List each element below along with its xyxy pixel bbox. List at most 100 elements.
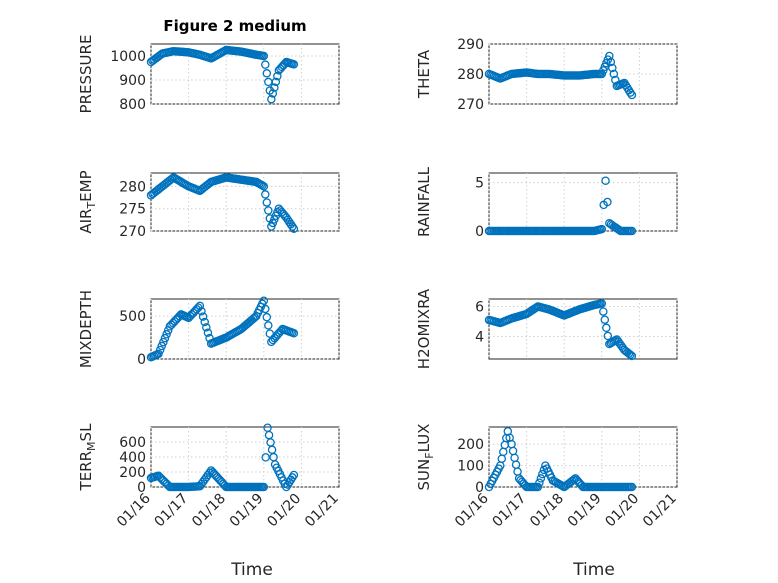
data-point	[203, 328, 213, 338]
data-point	[261, 304, 270, 314]
data-point	[599, 307, 608, 316]
data-point	[602, 323, 611, 333]
data-point	[288, 222, 297, 231]
y-tick-label: 5	[475, 176, 484, 192]
x-tick-label: 01/21	[640, 491, 680, 531]
x-tick-label: 01/17	[490, 491, 530, 531]
y-tick-label: 600	[119, 435, 146, 451]
data-point	[262, 312, 272, 322]
y-tick-label: 280	[457, 67, 484, 83]
data-point	[627, 351, 637, 361]
data-point	[157, 341, 166, 351]
data-point	[597, 299, 607, 308]
data-point	[271, 77, 281, 87]
data-point	[606, 57, 616, 67]
data-point	[597, 224, 607, 234]
y-tick-label: 500	[119, 309, 146, 325]
data-point	[603, 197, 612, 207]
data-point	[259, 482, 269, 492]
data-point	[167, 174, 177, 183]
data-point	[268, 89, 278, 98]
y-axis-label: PRESSURE	[77, 35, 95, 114]
y-tick-label: 275	[119, 202, 146, 218]
data-point	[162, 330, 171, 339]
data-point	[264, 206, 273, 215]
data-point	[195, 301, 205, 311]
data-point	[289, 60, 299, 69]
data-point	[270, 83, 279, 92]
axes-box	[488, 172, 678, 232]
data-point	[273, 71, 282, 81]
y-tick-label: 270	[457, 97, 484, 113]
data-point	[160, 333, 170, 343]
data-point	[289, 470, 299, 480]
y-tick-label: 4	[475, 330, 484, 346]
data-point	[259, 51, 269, 61]
x-tick-label: 01/18	[527, 491, 567, 531]
x-tick-label: 01/19	[227, 491, 267, 531]
data-point	[601, 176, 610, 185]
x-tick-label: 01/20	[264, 491, 304, 531]
data-point	[267, 94, 276, 104]
subplot-7: 0200400600TERRMSL01/1601/1701/1801/1901/…	[77, 423, 342, 530]
y-tick-label: 200	[119, 465, 146, 481]
x-tick-label: 01/17	[152, 491, 192, 531]
y-tick-label: 0	[137, 352, 146, 368]
subplot-2: 270 280 290 THETA	[415, 37, 678, 113]
y-tick-label: 280	[119, 179, 146, 195]
y-tick-label: 800	[119, 97, 146, 113]
subplot-1: 800 900 1000 PRESSURE Figure 2 medium	[77, 17, 340, 114]
subplot-6: 4 6 H2OMIXRA	[415, 288, 678, 369]
x-axis-label-left: Time	[230, 560, 273, 580]
y-tick-label: 0	[475, 224, 484, 240]
data-point	[626, 350, 635, 360]
data-point	[536, 474, 546, 483]
data-point	[159, 337, 168, 347]
subplot-4: 0 5 RAINFALL	[415, 166, 678, 240]
data-point	[289, 224, 299, 234]
subplot-5: 0 500 MIXDEPTH	[77, 290, 340, 368]
data-point	[202, 323, 211, 332]
data-point	[264, 321, 273, 330]
y-tick-label: 900	[119, 73, 146, 89]
data-point	[608, 63, 617, 73]
data-point	[155, 345, 165, 355]
x-axis-label-right: Time	[572, 560, 615, 580]
data-point	[197, 306, 206, 316]
y-tick-label: 0	[475, 480, 484, 496]
y-axis-label: H2OMIXRA	[415, 288, 433, 369]
data-point	[627, 482, 637, 492]
subplot-3: 270 275 280 AIRTEMP	[77, 170, 340, 240]
data-point	[259, 182, 269, 191]
data-point	[261, 190, 270, 199]
y-tick-label: 100	[457, 459, 484, 475]
data-point	[533, 482, 543, 492]
data-point	[198, 312, 208, 321]
y-tick-label: 200	[457, 437, 484, 453]
data-point	[262, 69, 272, 78]
data-point	[289, 329, 299, 338]
y-axis-label: THETA	[415, 49, 433, 99]
subplot-8: 0 100 200 SUNFLUX 01/1601/1701/1801/1901/200…	[415, 424, 680, 531]
chart-title: Figure 2 medium	[163, 17, 306, 35]
data-point	[261, 60, 270, 69]
data-point	[627, 90, 637, 100]
data-point	[200, 317, 209, 327]
y-tick-label: 290	[457, 37, 484, 53]
data-point	[532, 303, 541, 312]
x-tick-label: 01/16	[452, 490, 492, 530]
x-tick-label: 01/18	[189, 491, 229, 531]
data-point	[569, 475, 579, 484]
y-axis-label: SUNFLUX	[415, 424, 436, 491]
y-tick-label: 0	[137, 480, 146, 496]
x-tick-label: 01/16	[114, 490, 154, 530]
x-tick-label: 01/20	[602, 491, 642, 531]
x-tick-label: 01/21	[302, 491, 342, 531]
x-tick-label: 01/19	[565, 491, 605, 531]
data-point	[609, 69, 619, 79]
data-point	[600, 315, 610, 324]
data-point	[627, 226, 637, 236]
y-axis-label: TERRMSL	[77, 423, 98, 492]
